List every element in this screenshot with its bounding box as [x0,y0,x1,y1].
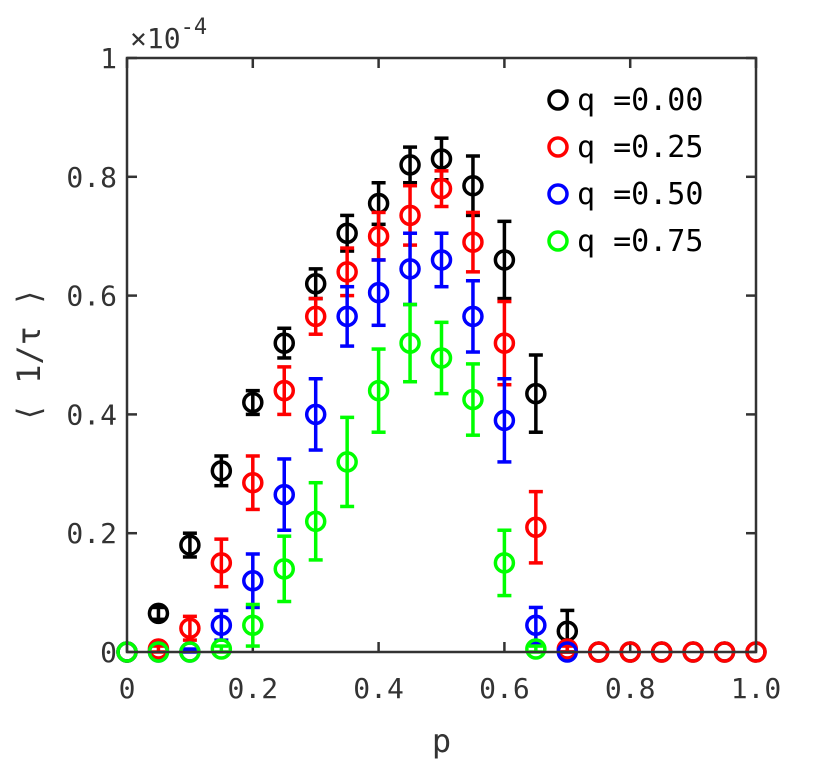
y-tick-label: 0.4 [66,398,117,431]
legend-label: q =0.00 [577,83,703,118]
data-point [273,379,295,402]
data-point [242,614,264,637]
data-point [367,379,390,402]
data-point [462,305,484,328]
data-point [525,638,547,660]
legend-marker [547,183,569,205]
data-point [525,382,547,405]
data-point [242,471,264,494]
legend-marker [547,136,569,158]
data-point [493,409,516,432]
data-point [430,177,453,200]
data-point [399,332,421,354]
y-tick-label: 1 [100,42,117,75]
data-point [367,225,390,247]
y-multiplier-label: ×10-4 [130,15,207,55]
data-point [462,231,484,253]
data-point [462,388,484,411]
legend-marker [547,89,569,111]
series-0 [116,136,767,663]
data-point [525,516,547,539]
data-point [210,552,233,574]
data-point [336,222,358,244]
data-point [273,332,295,354]
legend-label: q =0.75 [577,224,703,259]
x-tick-label: 0.4 [353,672,404,705]
data-point [493,249,516,271]
data-point [430,347,453,369]
y-tick-label: 0 [100,636,117,669]
data-point [430,148,453,170]
legend: q =0.00 q =0.25 q =0.50 q =0.75 [547,83,703,259]
data-point [179,534,201,556]
data-point [304,305,327,328]
data-point [493,552,516,574]
data-point [462,174,484,197]
x-tick-label: 0.2 [228,672,279,705]
y-axis-title: ⟨ 1/τ ⟩ [10,288,48,423]
legend-marker [547,230,569,252]
data-point [242,391,264,414]
legend-label: q =0.50 [577,177,703,212]
data-point [273,558,295,580]
x-tick-label: 0.6 [479,672,530,705]
data-point [493,332,516,354]
legend-label: q =0.25 [577,130,703,165]
y-multiplier-exponent: -4 [181,15,208,40]
data-point [304,510,327,533]
data-point [304,403,327,426]
data-point [210,460,233,482]
data-point [273,483,295,506]
axes: 0 0.2 0.4 0.6 0.8 1.0 0 0.2 0.4 0.6 0.8 1 [66,42,781,705]
y-tick-label: 0.8 [66,161,117,194]
data-point [304,272,327,295]
data-point [367,281,390,304]
data-point [336,451,358,473]
x-tick-label: 0 [119,672,136,705]
y-tick-label: 0.2 [66,517,117,550]
data-point [179,617,201,639]
x-axis-title: p [432,722,451,760]
x-tick-label: 0.8 [605,672,656,705]
data-point [336,305,358,328]
data-point [242,569,264,592]
data-point [399,204,421,227]
plot-frame [125,56,758,654]
y-multiplier-base: ×10 [130,22,181,55]
data-point [525,614,547,637]
series-3 [116,302,547,663]
data-point [210,614,233,637]
x-tick-label: 1.0 [731,672,782,705]
data-point [399,258,421,280]
data-point [210,638,233,660]
data-point [147,602,170,625]
data-point [399,154,421,176]
series-layer [116,136,767,663]
data-point [336,261,358,283]
data-point [430,249,453,271]
y-tick-label: 0.6 [66,280,117,313]
